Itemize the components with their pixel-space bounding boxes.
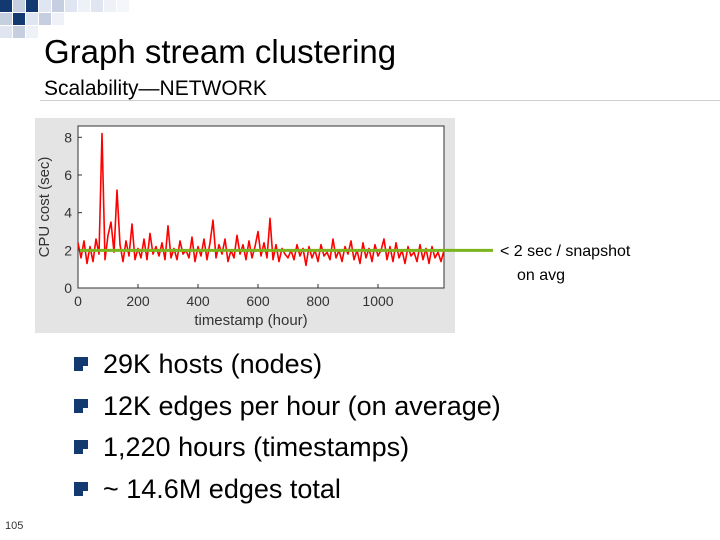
bullet-item: 29K hosts (nodes) — [72, 345, 501, 387]
slide-subtitle: Scalability—NETWORK — [44, 77, 267, 100]
x-axis-label: timestamp (hour) — [194, 312, 307, 329]
deco-square — [78, 0, 90, 12]
deco-square — [52, 0, 64, 12]
square-bullet-icon — [74, 398, 88, 413]
deco-square — [0, 26, 12, 38]
y-tick-label: 2 — [64, 242, 72, 258]
deco-square — [0, 0, 12, 12]
x-tick-label: 0 — [74, 293, 82, 309]
annotation-line-2: on avg — [517, 267, 566, 284]
deco-square — [91, 0, 103, 12]
deco-square — [0, 13, 12, 25]
square-bullet-icon — [74, 481, 88, 496]
deco-square — [52, 13, 64, 25]
deco-square — [39, 0, 51, 12]
y-tick-label: 0 — [64, 280, 72, 296]
deco-square — [117, 0, 129, 12]
bullet-text: ~ 14.6M edges total — [103, 473, 341, 504]
annotation-text: < 2 sec / snapshot on avg — [500, 240, 630, 288]
deco-square — [26, 26, 38, 38]
y-axis-label: CPU cost (sec) — [36, 157, 53, 258]
bullet-item: 12K edges per hour (on average) — [72, 387, 501, 429]
deco-square — [39, 13, 51, 25]
square-bullet-icon — [74, 357, 88, 371]
deco-square — [26, 13, 38, 25]
deco-square — [104, 0, 116, 12]
y-tick-label: 6 — [64, 167, 72, 183]
decorative-squares — [0, 0, 129, 38]
bullet-list: 29K hosts (nodes) 12K edges per hour (on… — [72, 345, 501, 511]
slide-title: Graph stream clustering — [44, 33, 397, 70]
plot-area — [77, 125, 445, 289]
deco-square — [13, 0, 25, 12]
y-tick-label: 8 — [64, 129, 72, 145]
annotation-line-1: < 2 sec / snapshot — [500, 243, 631, 260]
x-tick-label: 400 — [186, 293, 210, 309]
deco-square — [13, 13, 25, 25]
bullet-item: ~ 14.6M edges total — [72, 470, 501, 512]
deco-square — [26, 0, 38, 12]
square-bullet-icon — [74, 440, 88, 454]
bullet-text: 29K hosts (nodes) — [103, 349, 323, 379]
deco-square — [65, 0, 77, 12]
x-tick-label: 800 — [306, 293, 330, 309]
deco-square — [13, 26, 25, 38]
y-tick-label: 4 — [64, 205, 72, 221]
bullet-item: 1,220 hours (timestamps) — [72, 428, 501, 470]
cpu-cost-chart: 0 2 4 6 8 0 200 400 600 800 1000 timestamp (hour) CP… — [35, 118, 455, 333]
x-tick-label: 1000 — [362, 293, 393, 309]
x-tick-label: 600 — [246, 293, 270, 309]
page-number: 105 — [5, 520, 24, 532]
title-divider — [40, 100, 720, 101]
x-tick-label: 200 — [126, 293, 150, 309]
bullet-text: 12K edges per hour (on average) — [103, 390, 501, 421]
bullet-text: 1,220 hours (timestamps) — [103, 432, 410, 462]
